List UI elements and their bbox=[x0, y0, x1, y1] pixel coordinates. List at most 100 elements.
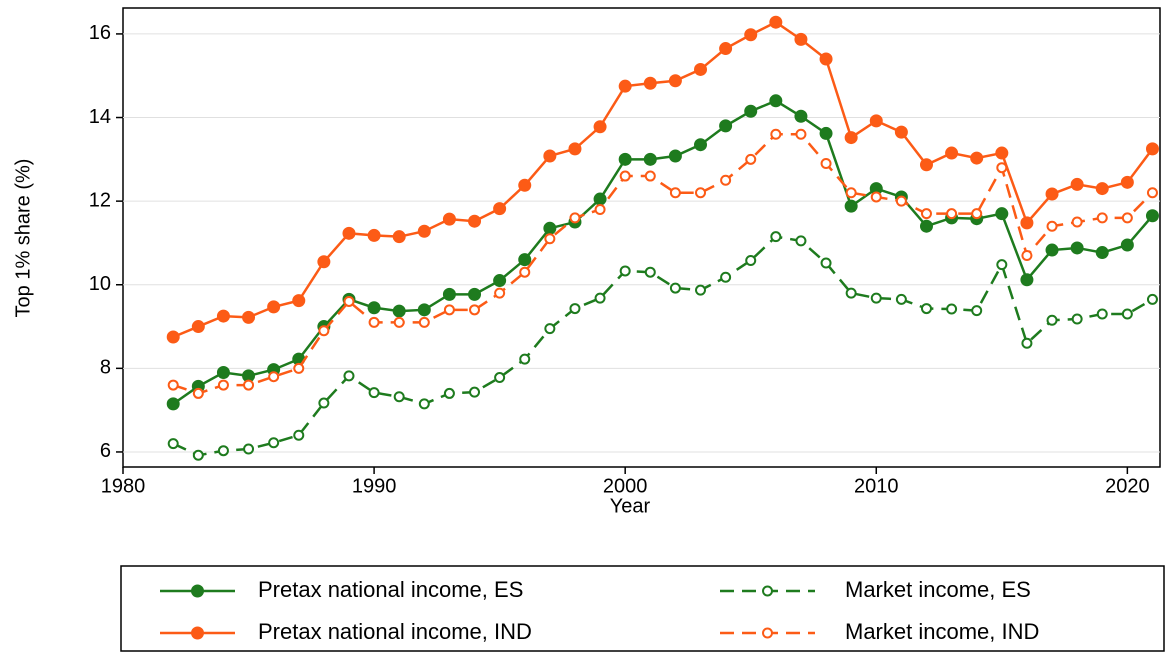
y-axis-title: Top 1% share (%) bbox=[12, 159, 34, 318]
x-tick-label: 1980 bbox=[101, 475, 146, 497]
data-point bbox=[869, 114, 883, 128]
data-point bbox=[1146, 187, 1158, 199]
data-point bbox=[519, 353, 531, 365]
data-point bbox=[1120, 175, 1134, 189]
data-point bbox=[945, 146, 959, 160]
data-point bbox=[1020, 216, 1034, 230]
data-point bbox=[368, 387, 380, 399]
data-point bbox=[920, 303, 932, 315]
data-point bbox=[668, 149, 682, 163]
data-point bbox=[243, 379, 255, 391]
data-point bbox=[317, 255, 331, 269]
data-point bbox=[518, 178, 532, 192]
series-line bbox=[172, 99, 1154, 405]
data-point bbox=[719, 42, 733, 56]
data-point bbox=[895, 293, 907, 305]
data-point bbox=[343, 295, 355, 307]
data-point bbox=[870, 191, 882, 203]
data-point bbox=[1096, 308, 1108, 320]
data-point bbox=[769, 94, 783, 108]
data-point bbox=[569, 303, 581, 315]
data-point bbox=[167, 379, 179, 391]
data-point bbox=[669, 187, 681, 199]
data-point bbox=[971, 208, 983, 220]
plot-frame bbox=[122, 7, 1161, 468]
data-point bbox=[342, 226, 356, 240]
data-point bbox=[1020, 273, 1034, 287]
data-point bbox=[243, 443, 255, 455]
legend-label: Pretax national income, IND bbox=[258, 619, 532, 644]
data-point bbox=[268, 371, 280, 383]
data-point bbox=[468, 214, 482, 228]
data-point bbox=[216, 309, 230, 323]
data-point bbox=[494, 372, 506, 384]
data-point bbox=[166, 330, 180, 344]
x-tick-label: 2010 bbox=[854, 475, 899, 497]
data-point bbox=[744, 104, 758, 118]
data-point bbox=[493, 274, 507, 288]
data-point bbox=[643, 152, 657, 166]
data-point bbox=[1071, 313, 1083, 325]
data-point bbox=[845, 187, 857, 199]
data-point bbox=[217, 379, 229, 391]
data-point bbox=[217, 445, 229, 457]
data-point bbox=[819, 52, 833, 66]
data-point bbox=[745, 153, 757, 165]
legend-label: Market income, ES bbox=[845, 577, 1031, 602]
data-point bbox=[469, 304, 481, 316]
data-point bbox=[996, 259, 1008, 271]
data-point bbox=[1021, 337, 1033, 349]
data-point bbox=[367, 228, 381, 242]
data-point bbox=[593, 192, 607, 206]
data-point bbox=[619, 265, 631, 277]
data-point bbox=[970, 151, 984, 165]
data-point bbox=[995, 207, 1009, 221]
data-point bbox=[1070, 241, 1084, 255]
data-point bbox=[895, 195, 907, 207]
data-point bbox=[468, 287, 482, 301]
data-point bbox=[695, 284, 707, 296]
data-point bbox=[819, 126, 833, 140]
data-point bbox=[1145, 142, 1159, 156]
data-point bbox=[192, 387, 204, 399]
data-point bbox=[393, 316, 405, 328]
data-point bbox=[167, 438, 179, 450]
data-point bbox=[494, 287, 506, 299]
data-point bbox=[719, 119, 733, 133]
data-point bbox=[946, 208, 958, 220]
data-point bbox=[392, 304, 406, 318]
data-point bbox=[795, 235, 807, 247]
data-point bbox=[794, 109, 808, 123]
data-point bbox=[417, 303, 431, 317]
data-point bbox=[795, 128, 807, 140]
series-line bbox=[172, 132, 1154, 395]
data-point bbox=[293, 429, 305, 441]
data-point bbox=[442, 212, 456, 226]
data-point bbox=[469, 386, 481, 398]
data-point bbox=[870, 292, 882, 304]
data-point bbox=[418, 398, 430, 410]
data-point bbox=[770, 231, 782, 243]
y-tick-label: 6 bbox=[100, 440, 111, 462]
data-point bbox=[443, 387, 455, 399]
data-point bbox=[292, 294, 306, 308]
data-point bbox=[1045, 187, 1059, 201]
data-point bbox=[643, 76, 657, 90]
data-point bbox=[593, 120, 607, 134]
data-point bbox=[769, 15, 783, 29]
data-point bbox=[720, 174, 732, 186]
data-point bbox=[844, 131, 858, 145]
data-point bbox=[544, 323, 556, 335]
data-point bbox=[268, 437, 280, 449]
data-point bbox=[1095, 246, 1109, 260]
data-point bbox=[418, 316, 430, 328]
data-point bbox=[1046, 314, 1058, 326]
y-tick-label: 14 bbox=[89, 106, 111, 128]
data-point bbox=[669, 282, 681, 294]
y-tick-label: 16 bbox=[89, 22, 111, 44]
y-tick-label: 12 bbox=[89, 189, 111, 211]
data-point bbox=[392, 230, 406, 244]
data-point bbox=[820, 158, 832, 170]
x-axis-title: Year bbox=[610, 495, 651, 517]
series-line bbox=[172, 235, 1154, 457]
